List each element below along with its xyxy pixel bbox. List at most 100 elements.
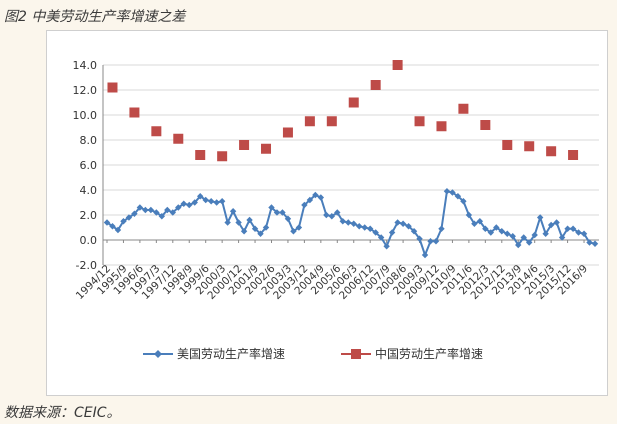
point-cn	[568, 150, 579, 160]
point-us	[504, 230, 511, 237]
point-us	[295, 224, 303, 231]
series-line-us	[106, 190, 596, 258]
point-us	[328, 213, 336, 220]
point-us	[175, 204, 182, 211]
source-note: 数据来源：CEIC。	[4, 405, 121, 421]
point-us	[131, 210, 138, 217]
y-tick-label: -2.0	[76, 259, 97, 272]
point-cn	[392, 60, 403, 70]
point-us	[547, 221, 555, 229]
point-cn	[348, 97, 359, 108]
point-us	[482, 225, 489, 232]
point-us	[153, 209, 160, 216]
point-us	[416, 235, 423, 242]
point-us	[361, 224, 368, 231]
point-cn	[458, 103, 469, 114]
y-tick-label: 2.0	[80, 209, 98, 222]
legend: 美国劳动生产率增速 中国劳动生产率增速	[143, 346, 483, 361]
point-cn	[239, 140, 250, 150]
point-us	[229, 208, 237, 215]
point-us	[246, 216, 253, 224]
point-cn	[282, 127, 293, 138]
point-cn	[436, 121, 447, 132]
point-us	[520, 234, 527, 241]
y-tick-label: 0.0	[80, 234, 98, 247]
point-us	[591, 240, 599, 247]
point-us	[103, 219, 111, 226]
point-us	[350, 220, 357, 227]
point-us	[339, 218, 346, 225]
point-us	[158, 213, 166, 220]
point-us	[279, 209, 286, 216]
point-cn	[414, 116, 425, 127]
point-cn	[195, 150, 206, 160]
point-us	[476, 218, 484, 225]
point-us	[164, 206, 171, 214]
point-cn	[304, 116, 315, 127]
point-us	[526, 239, 533, 246]
point-us	[471, 220, 478, 227]
point-us	[438, 225, 445, 232]
point-us	[180, 200, 187, 207]
point-us	[377, 234, 385, 241]
point-us	[240, 228, 248, 235]
point-us	[465, 211, 473, 219]
y-tick-label: 10.0	[73, 109, 98, 122]
legend-label: 中国劳动生产率增速	[375, 346, 483, 361]
point-us	[372, 229, 379, 236]
point-cn	[502, 140, 513, 150]
point-cn	[524, 141, 535, 152]
legend-marker	[154, 350, 162, 358]
point-us	[356, 223, 363, 230]
point-cn	[107, 82, 118, 93]
point-us	[498, 228, 505, 235]
point-us	[575, 229, 582, 236]
point-us	[186, 201, 193, 209]
point-us	[334, 209, 341, 216]
point-us	[553, 219, 560, 226]
point-us	[580, 230, 588, 237]
point-us	[191, 199, 198, 206]
series-layer	[103, 60, 599, 259]
point-us	[388, 229, 396, 236]
point-us	[109, 223, 116, 230]
point-us	[301, 201, 308, 209]
y-tick-label: 12.0	[73, 84, 98, 97]
point-us	[427, 238, 434, 245]
y-tick-label: 6.0	[80, 159, 98, 172]
point-us	[394, 219, 401, 226]
point-us	[443, 188, 451, 195]
y-tick-label: 8.0	[80, 134, 98, 147]
point-cn	[151, 126, 162, 137]
point-us	[542, 230, 549, 237]
line-chart: -2.0 0.0 2.0 4.0 6.0 8.0 10.0 12.0 14.0 1994/121…	[73, 59, 599, 361]
point-us	[218, 198, 226, 205]
point-us	[564, 225, 571, 232]
point-us	[405, 223, 412, 230]
point-us	[317, 194, 325, 201]
point-us	[454, 193, 462, 200]
chart-area: -2.0 0.0 2.0 4.0 6.0 8.0 10.0 12.0 14.0 1994/12 1…	[46, 30, 608, 396]
legend-marker	[351, 349, 361, 359]
point-us	[268, 204, 275, 211]
point-us	[257, 230, 264, 237]
point-us	[410, 228, 418, 235]
point-us	[493, 224, 500, 231]
point-us	[515, 241, 522, 249]
point-us	[569, 225, 577, 232]
point-cn	[480, 120, 491, 130]
point-us	[290, 228, 297, 235]
point-us	[383, 243, 390, 250]
point-us	[120, 218, 127, 225]
point-us	[432, 238, 440, 245]
point-cn	[546, 146, 557, 157]
point-us	[421, 251, 429, 259]
point-us	[251, 225, 259, 232]
point-us	[366, 225, 374, 232]
point-us	[345, 219, 352, 226]
point-us	[169, 209, 176, 216]
point-us	[306, 196, 314, 204]
point-us	[136, 204, 144, 211]
point-us	[273, 209, 281, 216]
point-us	[487, 229, 495, 236]
